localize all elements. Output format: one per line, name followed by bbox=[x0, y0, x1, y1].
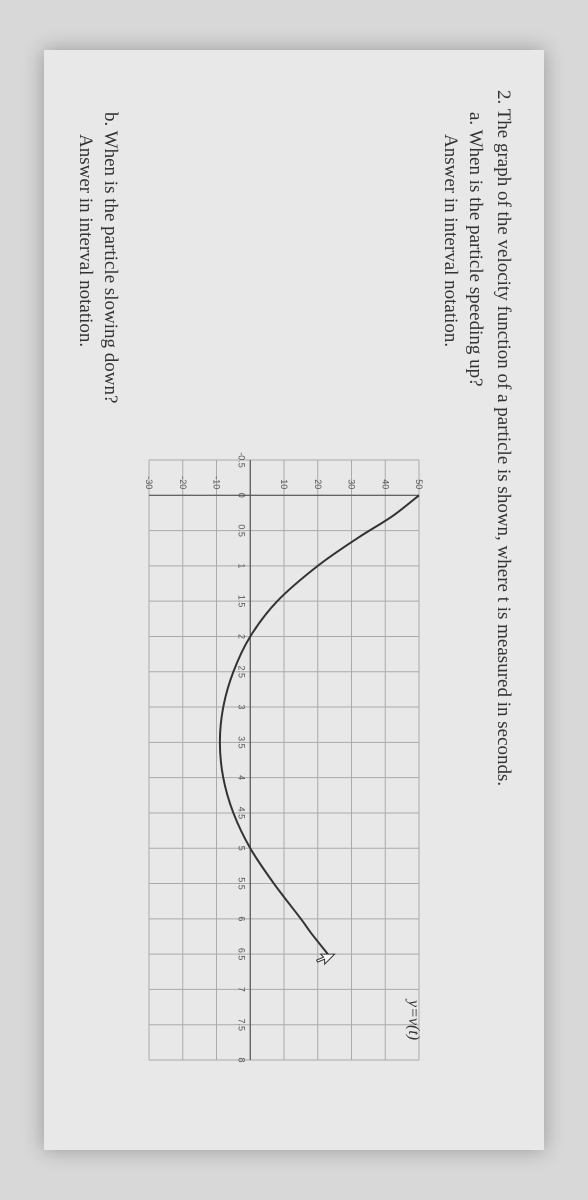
svg-text:3.5: 3.5 bbox=[236, 736, 246, 749]
svg-text:1.5: 1.5 bbox=[236, 595, 246, 608]
velocity-chart: -0.500.511.522.533.544.555.566.577.58-30… bbox=[129, 430, 429, 1110]
question-a: a. When is the particle speeding up? bbox=[464, 112, 486, 1110]
svg-text:40: 40 bbox=[380, 479, 390, 489]
svg-text:30: 30 bbox=[347, 479, 357, 489]
svg-text:0.5: 0.5 bbox=[236, 524, 246, 537]
question-b: b. When is the particle slowing down? bbox=[99, 112, 121, 1110]
svg-text:-0.5: -0.5 bbox=[236, 452, 246, 468]
question-main: 2. The graph of the velocity function of… bbox=[492, 90, 514, 1110]
svg-text:-10: -10 bbox=[212, 476, 222, 489]
svg-text:20: 20 bbox=[313, 479, 323, 489]
question-number: 2. bbox=[493, 90, 514, 104]
svg-text:7.5: 7.5 bbox=[236, 1018, 246, 1031]
svg-text:3: 3 bbox=[236, 705, 246, 710]
svg-text:2: 2 bbox=[236, 634, 246, 639]
svg-text:4: 4 bbox=[236, 775, 246, 780]
question-a-answer-instruction: Answer in interval notation. bbox=[439, 134, 461, 1110]
svg-text:5.5: 5.5 bbox=[236, 877, 246, 890]
question-main-text: The graph of the velocity function of a … bbox=[493, 109, 514, 786]
svg-text:6: 6 bbox=[236, 916, 246, 921]
svg-text:2.5: 2.5 bbox=[236, 666, 246, 679]
question-b-text: When is the particle slowing down? bbox=[100, 131, 121, 404]
svg-text:1: 1 bbox=[236, 563, 246, 568]
svg-text:-20: -20 bbox=[178, 476, 188, 489]
worksheet-page: 2. The graph of the velocity function of… bbox=[44, 50, 544, 1150]
question-b-label: b. bbox=[100, 112, 121, 126]
svg-text:5: 5 bbox=[236, 846, 246, 851]
question-b-answer-instruction: Answer in interval notation. bbox=[74, 134, 96, 1110]
svg-text:7: 7 bbox=[236, 987, 246, 992]
question-a-label: a. bbox=[465, 112, 486, 125]
svg-text:-30: -30 bbox=[144, 476, 154, 489]
chart-svg: -0.500.511.522.533.544.555.566.577.58-30… bbox=[129, 430, 429, 1090]
svg-text:y=v(t): y=v(t) bbox=[405, 998, 422, 1040]
svg-text:4.5: 4.5 bbox=[236, 807, 246, 820]
svg-text:6.5: 6.5 bbox=[236, 948, 246, 961]
question-a-text: When is the particle speeding up? bbox=[465, 130, 486, 387]
svg-text:50: 50 bbox=[414, 479, 424, 489]
svg-text:8: 8 bbox=[236, 1057, 246, 1062]
svg-text:10: 10 bbox=[279, 479, 289, 489]
